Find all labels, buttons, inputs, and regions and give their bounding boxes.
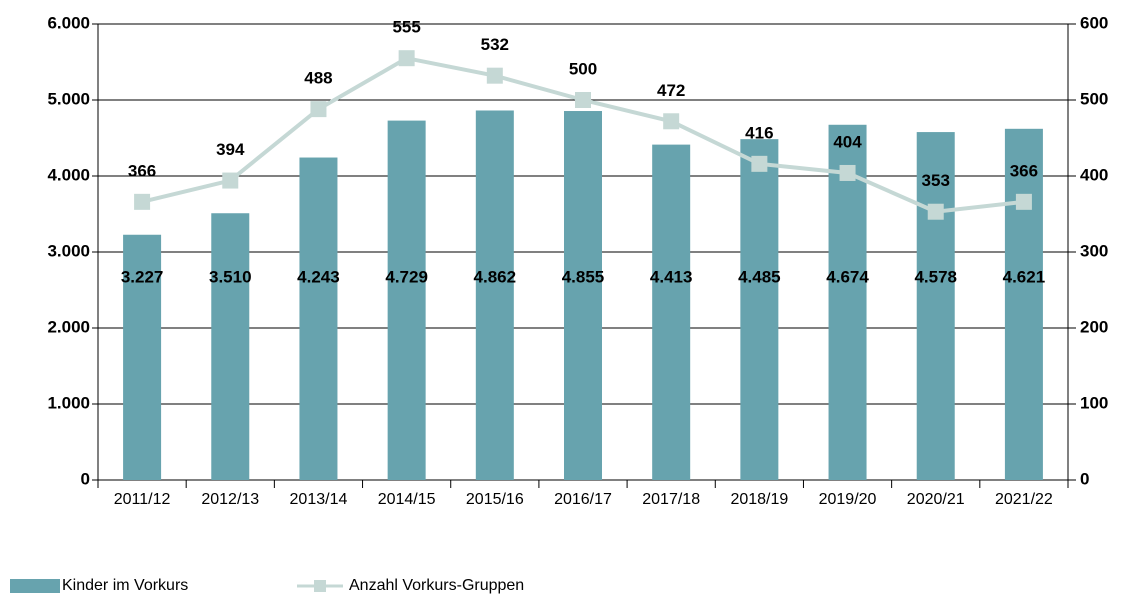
bar-value-label: 4.855 <box>562 267 605 286</box>
y-tick-label: 2.000 <box>47 317 90 336</box>
bar <box>916 132 955 480</box>
line-value-label: 472 <box>657 81 685 100</box>
line-marker <box>310 101 327 118</box>
line-value-label: 532 <box>481 35 509 54</box>
x-tick-label: 2014/15 <box>378 491 436 508</box>
x-tick-label: 2018/19 <box>730 491 788 508</box>
x-tick-label: 2017/18 <box>642 491 700 508</box>
line-marker <box>839 164 856 181</box>
x-tick-label: 2011/12 <box>114 491 171 508</box>
x-tick-label: 2012/13 <box>201 491 259 508</box>
bar <box>564 111 602 481</box>
line-marker <box>663 113 680 130</box>
bar-value-label: 4.621 <box>1003 267 1046 286</box>
x-tick-label: 2020/21 <box>907 491 965 508</box>
y-tick-label: 0 <box>81 469 90 488</box>
bar <box>1004 128 1043 480</box>
line-marker <box>134 193 151 210</box>
x-tick-label: 2013/14 <box>290 491 348 508</box>
bar <box>740 139 779 480</box>
y2-tick-label: 0 <box>1080 469 1089 488</box>
line-value-label: 394 <box>216 140 245 159</box>
y2-tick-label: 400 <box>1080 165 1108 184</box>
y2-tick-label: 100 <box>1080 393 1108 412</box>
line-value-label: 404 <box>833 132 862 151</box>
bar <box>299 157 338 481</box>
y-tick-label: 1.000 <box>47 393 90 412</box>
bar <box>652 144 691 480</box>
y-tick-label: 6.000 <box>47 13 90 32</box>
line-marker <box>486 67 503 84</box>
y2-tick-label: 200 <box>1080 317 1108 336</box>
line-value-label: 488 <box>304 69 332 88</box>
line-value-label: 366 <box>1010 161 1038 180</box>
x-tick-label: 2016/17 <box>554 491 612 508</box>
y2-tick-label: 500 <box>1080 89 1108 108</box>
bar <box>475 110 514 480</box>
line-value-label: 353 <box>922 171 950 190</box>
bar-value-label: 3.510 <box>209 267 252 286</box>
line-marker <box>751 155 768 172</box>
bar-value-label: 4.243 <box>297 267 340 286</box>
x-tick-label: 2021/22 <box>995 491 1053 508</box>
line-marker <box>398 50 415 67</box>
line-value-label: 500 <box>569 59 597 78</box>
bar-value-label: 4.862 <box>474 267 517 286</box>
x-tick-label: 2019/20 <box>819 491 877 508</box>
bar <box>387 120 426 480</box>
bar <box>211 213 250 481</box>
x-tick-label: 2015/16 <box>466 491 524 508</box>
legend-label: Anzahl Vorkurs-Gruppen <box>349 577 524 594</box>
legend-label: Kinder im Vorkurs <box>62 577 188 594</box>
line-marker <box>1015 193 1032 210</box>
y2-tick-label: 300 <box>1080 241 1108 260</box>
legend-swatch <box>10 579 60 593</box>
line-marker <box>927 203 944 220</box>
line-value-label: 366 <box>128 161 156 180</box>
bar-value-label: 4.485 <box>738 267 781 286</box>
bar-value-label: 4.674 <box>826 267 869 286</box>
y-tick-label: 3.000 <box>47 241 90 260</box>
line-value-label: 555 <box>392 18 420 37</box>
y-tick-label: 5.000 <box>47 89 90 108</box>
bar-value-label: 3.227 <box>121 267 164 286</box>
line-value-label: 416 <box>745 123 773 142</box>
bar <box>828 124 867 480</box>
y2-tick-label: 600 <box>1080 13 1108 32</box>
y-tick-label: 4.000 <box>47 165 90 184</box>
line-marker <box>222 172 239 189</box>
legend-marker <box>314 580 326 592</box>
bar-value-label: 4.578 <box>914 267 957 286</box>
bar-value-label: 4.413 <box>650 267 693 286</box>
bar-value-label: 4.729 <box>385 267 428 286</box>
line-marker <box>575 92 591 108</box>
bar <box>123 234 162 480</box>
